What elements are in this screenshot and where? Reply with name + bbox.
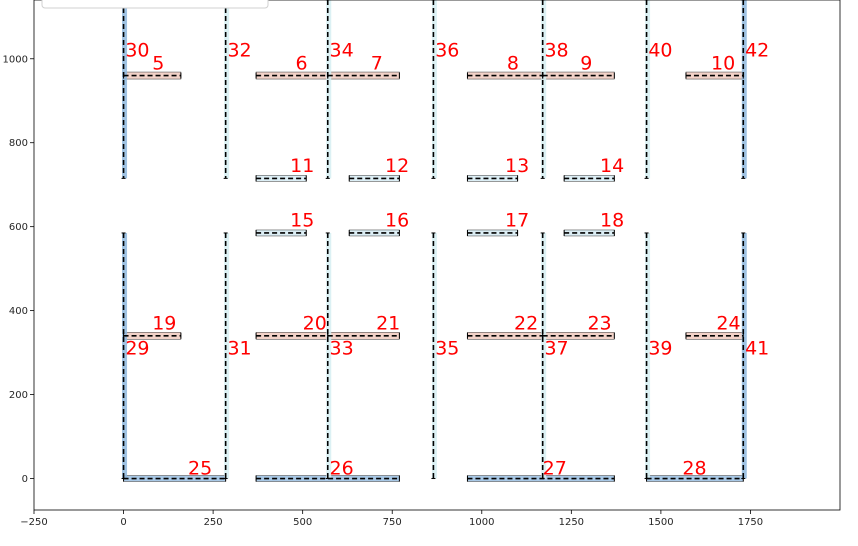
element-label-33: 33 (330, 338, 354, 360)
element-label-35: 35 (435, 338, 459, 360)
element-label-9: 9 (580, 52, 592, 74)
element-labels: 5 6 7 8 9 10 11 12 13 14 15 16 17 18 19 20 21 22 23 24 25 26 2… (125, 40, 769, 480)
column-40 (645, 0, 651, 179)
element-label-38: 38 (544, 40, 568, 62)
x-tick-label-0: 0 (120, 517, 126, 528)
y-tick-label-200: 200 (9, 390, 28, 401)
x-tick-label--250: −250 (20, 517, 47, 528)
element-label-36: 36 (435, 40, 459, 62)
x-tick-label-250: 250 (204, 517, 223, 528)
column-38 (541, 0, 547, 179)
axes-frame (33, 0, 841, 511)
x-tick-label-1000: 1000 (469, 517, 494, 528)
element-label-14: 14 (600, 155, 624, 177)
element-label-28: 28 (682, 457, 706, 479)
element-label-17: 17 (505, 210, 529, 232)
column-36 (431, 0, 437, 179)
x-axis-ticks: −250 0 250 500 750 1000 1250 1500 1750 (20, 510, 763, 528)
element-label-5: 5 (152, 52, 164, 74)
y-axis-ticks: 0 200 400 600 800 1000 (3, 54, 34, 485)
element-label-19: 19 (152, 313, 176, 335)
element-label-16: 16 (385, 210, 409, 232)
element-label-30: 30 (125, 40, 149, 62)
column-30 (122, 0, 128, 179)
y-tick-label-0: 0 (22, 474, 28, 485)
element-label-25: 25 (188, 457, 212, 479)
element-label-8: 8 (507, 52, 519, 74)
element-label-21: 21 (376, 313, 400, 335)
element-label-34: 34 (330, 40, 354, 62)
element-centerlines (121, 0, 746, 482)
element-label-10: 10 (711, 52, 735, 74)
column-39 (645, 232, 651, 479)
column-32 (224, 0, 230, 179)
x-tick-label-1250: 1250 (559, 517, 584, 528)
column-35 (431, 232, 437, 479)
element-label-23: 23 (587, 313, 611, 335)
element-label-37: 37 (544, 338, 568, 360)
element-label-39: 39 (648, 338, 672, 360)
element-label-12: 12 (385, 155, 409, 177)
column-34 (326, 0, 332, 179)
y-tick-label-800: 800 (9, 138, 28, 149)
y-tick-label-600: 600 (9, 222, 28, 233)
element-label-42: 42 (745, 40, 769, 62)
element-label-32: 32 (227, 40, 251, 62)
element-label-7: 7 (371, 52, 383, 74)
column-37 (541, 232, 547, 479)
x-tick-label-500: 500 (293, 517, 312, 528)
element-label-22: 22 (514, 313, 538, 335)
x-tick-label-1500: 1500 (648, 517, 673, 528)
element-label-29: 29 (125, 338, 149, 360)
element-label-26: 26 (330, 457, 354, 479)
x-tick-label-750: 750 (383, 517, 402, 528)
legend-box (41, 0, 269, 9)
column-29 (122, 232, 128, 479)
element-label-20: 20 (303, 313, 327, 335)
element-label-6: 6 (296, 52, 308, 74)
element-label-41: 41 (745, 338, 769, 360)
column-41 (741, 232, 747, 479)
element-label-40: 40 (648, 40, 672, 62)
element-label-11: 11 (290, 155, 314, 177)
element-label-31: 31 (227, 338, 251, 360)
column-33 (326, 232, 332, 479)
element-label-15: 15 (290, 210, 314, 232)
column-42 (741, 0, 747, 179)
element-label-24: 24 (716, 313, 740, 335)
y-tick-label-1000: 1000 (3, 54, 28, 65)
element-label-27: 27 (543, 457, 567, 479)
element-label-13: 13 (505, 155, 529, 177)
column-31 (224, 232, 230, 479)
x-tick-label-1750: 1750 (738, 517, 763, 528)
element-label-18: 18 (600, 210, 624, 232)
y-tick-label-400: 400 (9, 306, 28, 317)
